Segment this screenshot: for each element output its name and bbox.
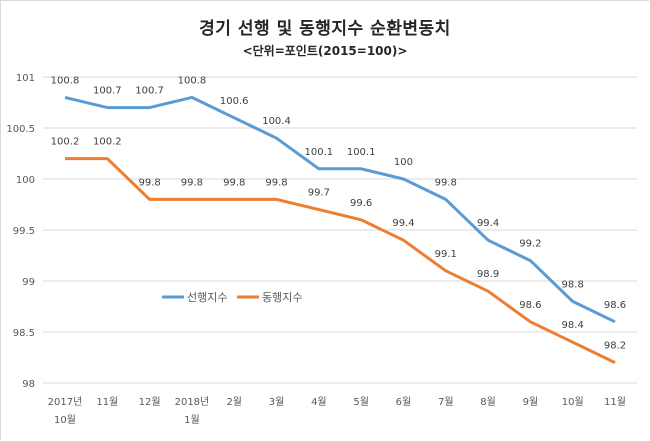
x-tick-label: 3월: [269, 396, 285, 408]
data-label: 100.8: [178, 75, 207, 86]
y-tick-label: 98.5: [13, 328, 35, 339]
x-tick-label: 6월: [396, 396, 412, 408]
x-axis: 2017년 10월 11월 12월 2018년 1월 2월 3월 4월 5월 6월 7월 8월 9월 10월…: [48, 396, 626, 426]
data-label: 99.4: [392, 218, 414, 229]
y-tick-label: 101: [16, 73, 35, 84]
y-tick-label: 99: [22, 277, 35, 288]
data-label: 98.2: [604, 341, 626, 352]
y-tick-label: 100: [16, 175, 35, 186]
x-tick-label: 10월: [562, 396, 584, 408]
data-label: 99.4: [477, 218, 499, 229]
series-line-coincident: [65, 157, 616, 364]
data-label: 98.9: [477, 269, 499, 280]
data-labels: 100.8 100.7 100.7 100.8 100.6 100.4 100.1 100.1…: [51, 75, 626, 351]
data-label: 98.6: [604, 300, 626, 311]
x-tick-label: 10월: [54, 414, 76, 426]
data-label: 100.1: [305, 147, 334, 158]
gridlines: [43, 76, 637, 384]
chart-subtitle: <단위=포인트(2015=100)>: [242, 44, 408, 58]
data-label: 100: [394, 157, 413, 168]
data-label: 100.1: [347, 147, 376, 158]
series-lines: [64, 95, 616, 364]
x-tick-label: 2018년: [175, 396, 210, 408]
data-label: 100.2: [51, 137, 80, 148]
data-label: 99.8: [435, 177, 457, 188]
data-label: 100.2: [93, 137, 122, 148]
data-label: 99.7: [308, 188, 330, 199]
data-label: 98.8: [562, 279, 584, 290]
data-label: 99.8: [265, 177, 287, 188]
data-label: 98.6: [519, 300, 541, 311]
data-label: 100.4: [262, 116, 291, 127]
series-line-leading: [64, 95, 616, 324]
chart-title: 경기 선행 및 동행지수 순환변동치: [199, 19, 451, 39]
data-label: 99.8: [223, 177, 245, 188]
x-tick-label: 8월: [480, 396, 496, 408]
x-tick-label: 12월: [139, 396, 161, 408]
data-label: 99.1: [435, 249, 457, 260]
data-label: 99.8: [138, 177, 160, 188]
y-tick-label: 98: [22, 379, 35, 390]
x-tick-label: 11월: [96, 396, 118, 408]
data-label: 99.6: [350, 198, 372, 209]
x-tick-label: 2월: [226, 396, 242, 408]
data-label: 100.7: [135, 86, 164, 97]
x-tick-label: 9월: [523, 396, 539, 408]
y-tick-label: 99.5: [13, 226, 35, 237]
data-label: 98.4: [562, 320, 584, 331]
data-label: 100.8: [51, 75, 80, 86]
data-label: 99.2: [519, 239, 541, 250]
data-label: 100.6: [220, 96, 249, 107]
x-tick-label: 2017년: [48, 396, 83, 408]
y-axis: 98 98.5 99 99.5 100 100.5 101: [6, 73, 35, 390]
x-tick-label: 4월: [311, 396, 327, 408]
x-tick-label: 5월: [353, 396, 369, 408]
legend: 선행지수 동행지수: [162, 291, 302, 304]
legend-label: 동행지수: [262, 291, 302, 304]
legend-label: 선행지수: [187, 291, 227, 304]
x-tick-label: 1월: [184, 414, 200, 426]
data-label: 99.8: [181, 177, 203, 188]
x-tick-label: 7월: [438, 396, 454, 408]
data-label: 100.7: [93, 86, 122, 97]
y-tick-label: 100.5: [6, 124, 35, 135]
x-tick-label: 11월: [604, 396, 626, 408]
